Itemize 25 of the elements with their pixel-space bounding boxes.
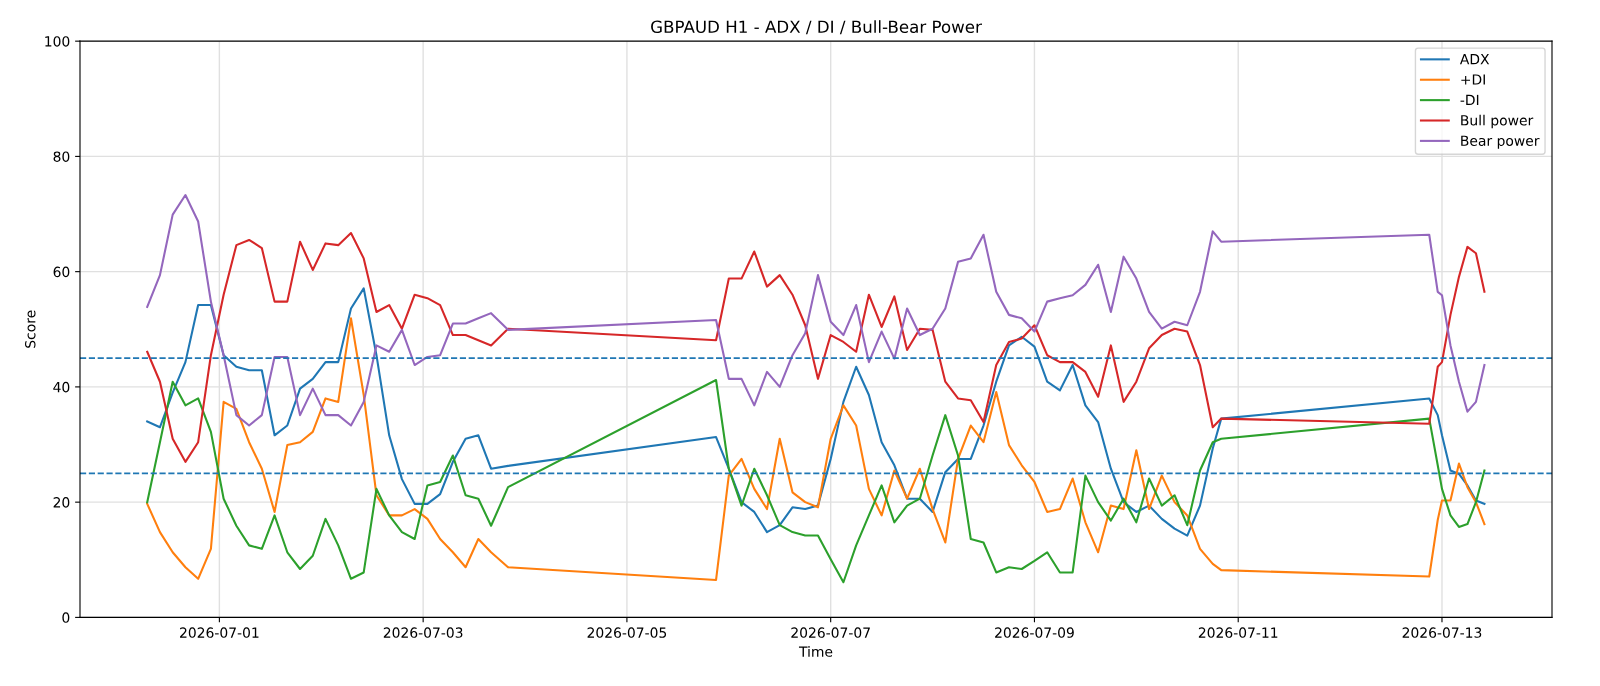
x-tick-label: 2026-07-09 — [995, 627, 1074, 638]
x-tick-label: 2026-07-13 — [1402, 627, 1482, 638]
y-tick-label: 80 — [53, 151, 70, 162]
x-tick-label: 2026-07-01 — [180, 627, 259, 638]
y-tick-label: 40 — [53, 381, 70, 393]
x-tick-label: 2026-07-07 — [791, 627, 870, 638]
legend-label: ADX — [1459, 54, 1490, 65]
line-series — [146, 378, 1486, 584]
y-tick-label: 100 — [45, 36, 70, 47]
y-tick-label: 20 — [53, 497, 70, 508]
y-tick-label: 0 — [62, 612, 70, 623]
x-tick-label: 2026-07-11 — [1198, 627, 1278, 638]
x-axis-title: Time — [798, 646, 833, 657]
line-series — [146, 193, 1486, 427]
legend-label: Bull power — [1461, 114, 1534, 129]
chart-title: GBPAUD H1 - ADX / DI / Bull-Bear Power — [651, 20, 982, 35]
x-tick-label: 2026-07-05 — [587, 627, 667, 638]
y-tick-label: 60 — [53, 266, 70, 278]
legend-label: +DI — [1461, 74, 1485, 85]
legend-label: Bear power — [1461, 135, 1540, 149]
legend-label: -DI — [1460, 94, 1479, 105]
line-series — [146, 317, 1486, 581]
y-axis-title: Score — [25, 310, 36, 348]
line-series — [146, 232, 1486, 463]
x-tick-label: 2026-07-03 — [383, 627, 463, 638]
